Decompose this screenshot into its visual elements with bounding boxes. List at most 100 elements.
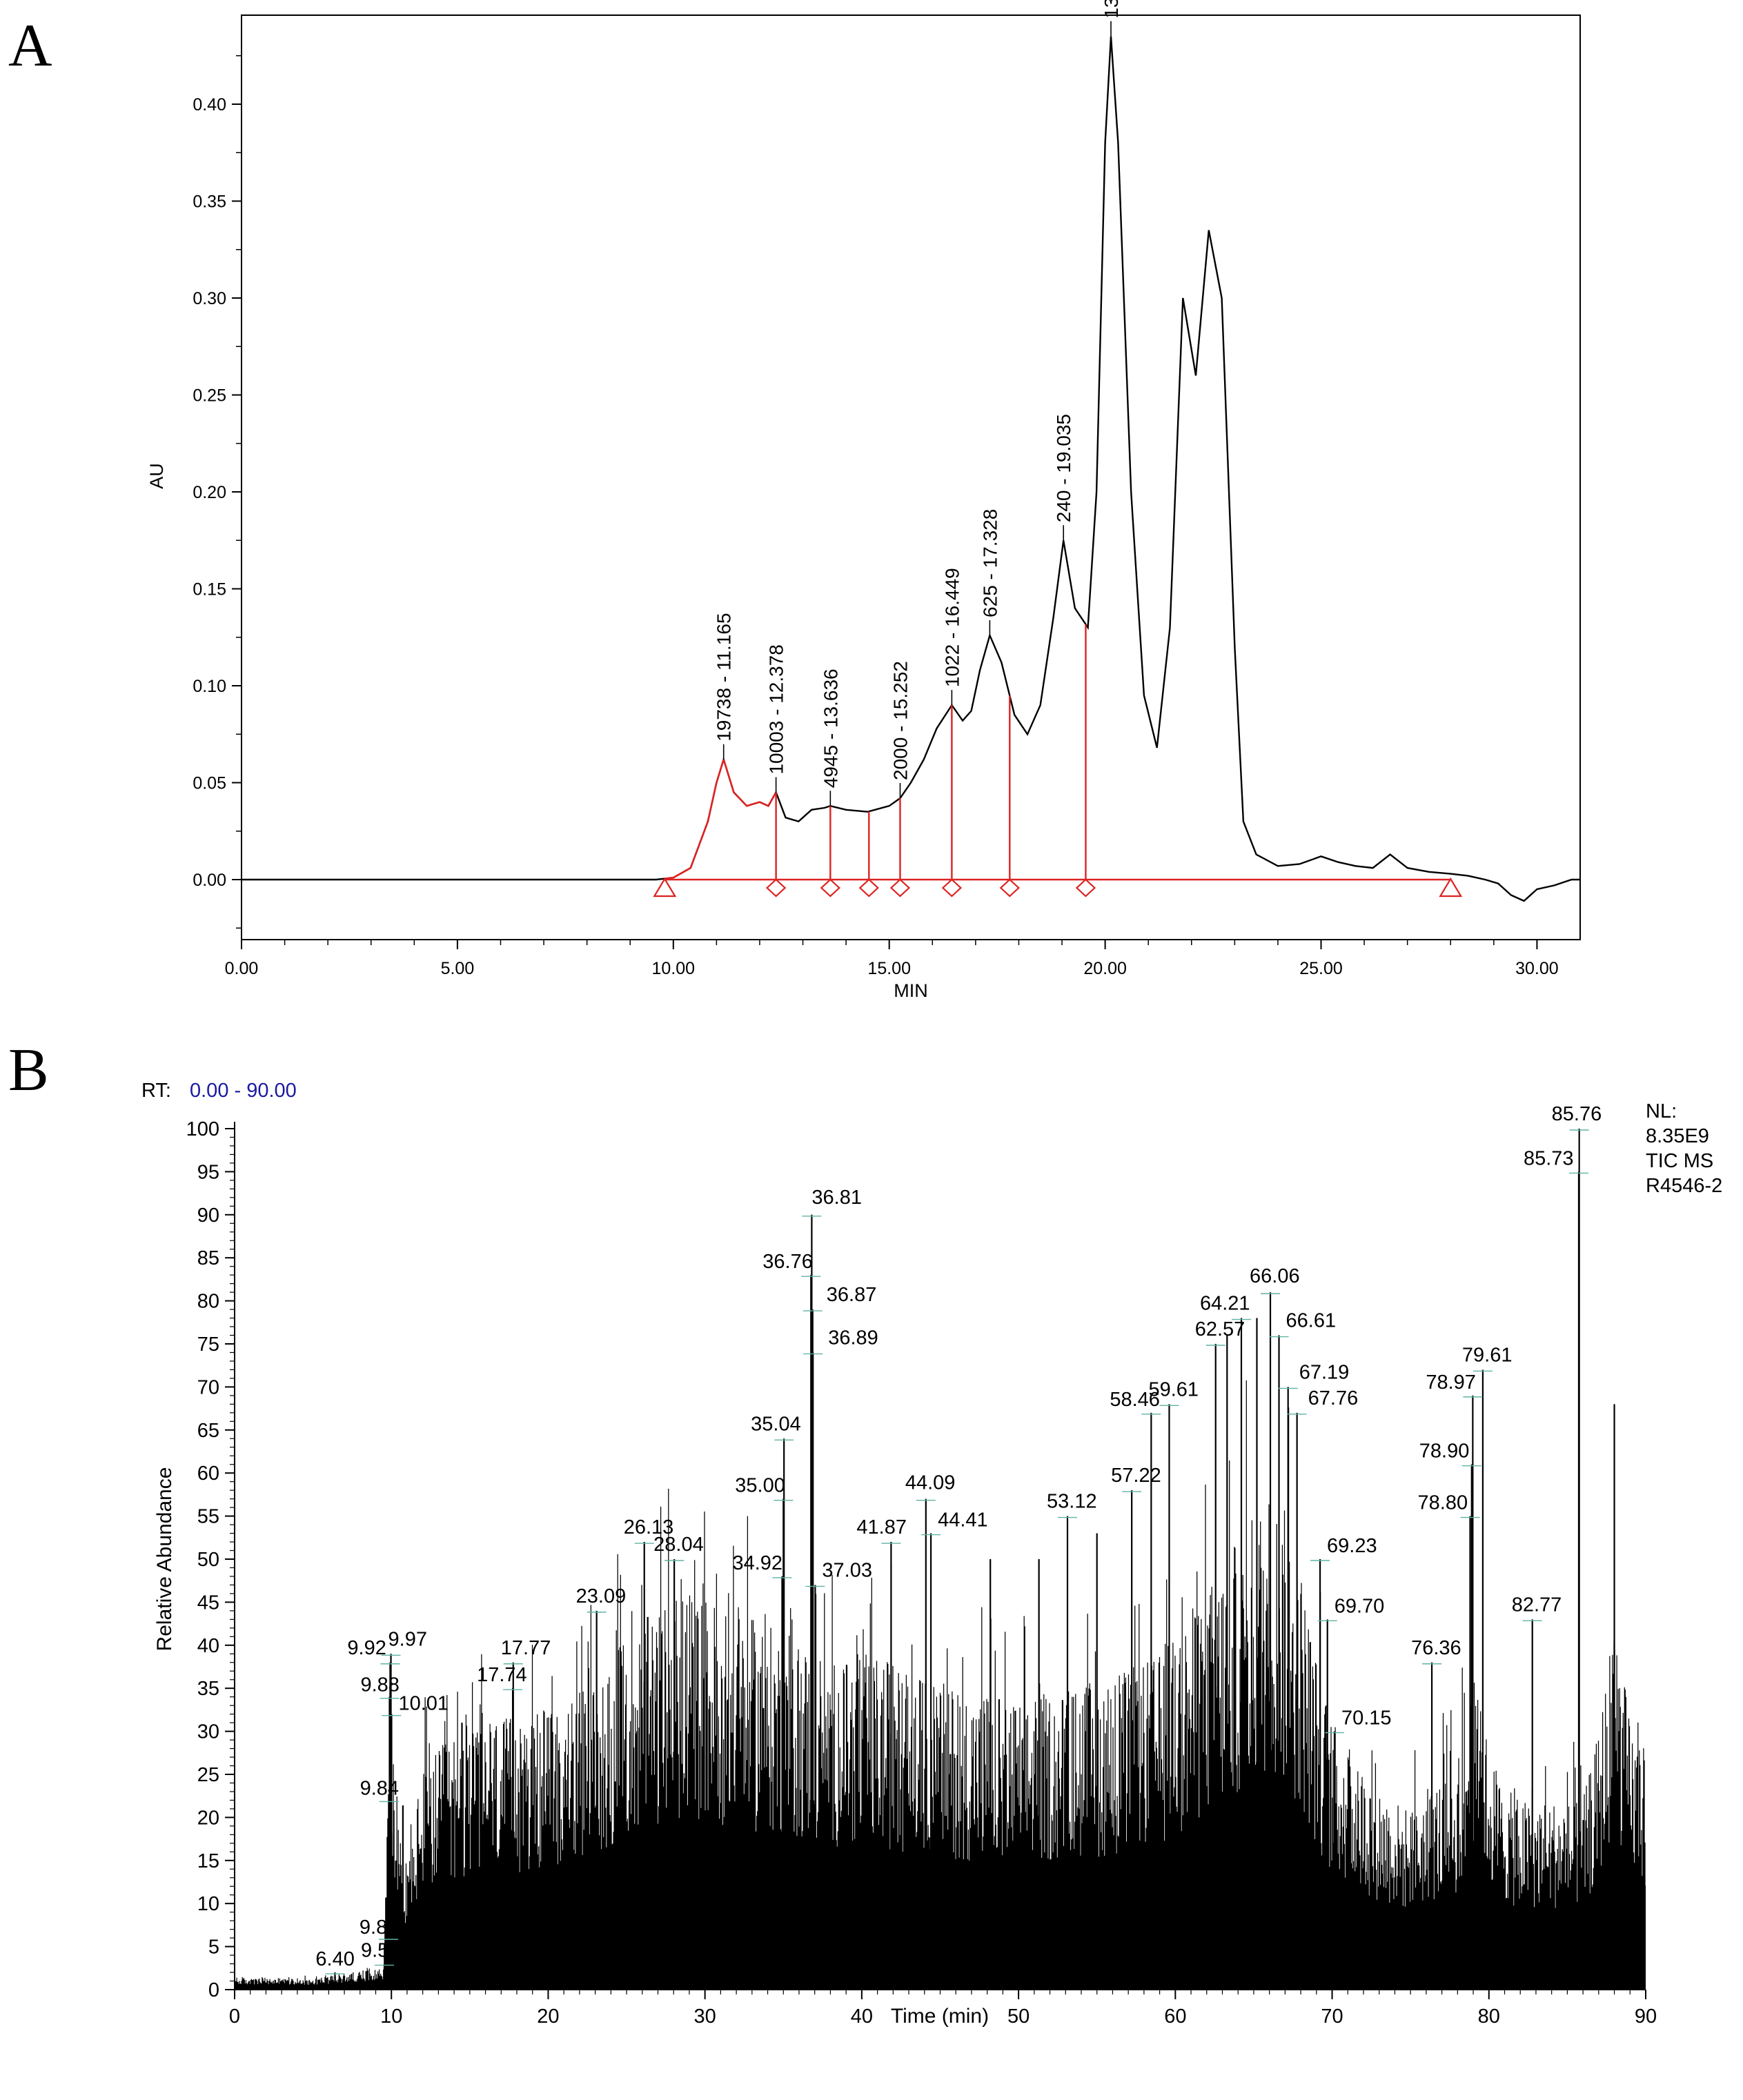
y-tick-label-b: 65 (197, 1420, 219, 1442)
panel-b-letter: B (8, 1037, 49, 1104)
peak-boundary-marker (999, 878, 1020, 898)
chart-a: 0.00 0.05 0.10 0.15 0.20 0.25 0.30 0.35 0.40 0.00… (146, 0, 1581, 1001)
x-tick-label-a: 0.00 (225, 959, 259, 978)
peak-label-b: 9.84 (360, 1777, 399, 1799)
peak-label: 10003 - 12.378 (766, 644, 787, 774)
x-tick-label-b: 10 (380, 2005, 402, 2028)
y-tick-label-b: 60 (197, 1463, 219, 1485)
y-tick-label-a: 0.00 (193, 871, 226, 890)
y-tick-label-b: 5 (208, 1936, 219, 1959)
y-axis-label-b: Relative Abundance (153, 1467, 176, 1652)
peak-label-b: 35.04 (751, 1413, 801, 1435)
peak-label-b: 67.19 (1299, 1361, 1350, 1383)
peak-boundary-marker (765, 878, 787, 898)
peak-label: 130 - 20.134 (1101, 0, 1122, 19)
peak-label-b: 36.81 (811, 1187, 862, 1209)
x-tick-label-b: 70 (1321, 2005, 1343, 2028)
y-tick-label-b: 0 (208, 1979, 219, 2001)
peak-label-b: 26.13 (624, 1516, 674, 1538)
peak-label-b: 76.36 (1411, 1637, 1461, 1659)
y-tick-label-b: 100 (186, 1118, 219, 1140)
peak-label: 4945 - 13.636 (820, 668, 841, 788)
peak-label: 1022 - 16.449 (941, 568, 963, 687)
peak-label-b: 58.46 (1110, 1389, 1160, 1411)
peak-boundary-marker (1075, 878, 1096, 898)
peak-label-b: 44.09 (905, 1472, 956, 1494)
y-tick-label-b: 30 (197, 1721, 219, 1743)
info-line: 8.35E9 (1646, 1125, 1709, 1147)
y-tick-label-a: 0.35 (193, 192, 226, 212)
peak-boundary-marker (941, 878, 963, 898)
peak-label-b: 36.87 (827, 1284, 877, 1306)
peak-label-b: 82.77 (1512, 1594, 1562, 1616)
x-tick-label-b: 40 (851, 2005, 873, 2028)
chart-b: RT: 0.00 - 90.00 NL: 8.35E9 TIC MS R4546-2 0 5 1… (141, 1080, 1722, 2028)
peak-label-b: 10.01 (398, 1693, 449, 1715)
y-tick-label-a: 0.20 (193, 483, 226, 502)
y-tick-label-a: 0.40 (193, 95, 226, 115)
peak-label-b: 59.61 (1148, 1378, 1199, 1400)
y-tick-label-a: 0.10 (193, 677, 226, 696)
peak-label-b: 23.09 (576, 1585, 627, 1607)
peak-label-b: 9.55 (361, 1940, 400, 1962)
x-tick-label-a: 25.00 (1299, 959, 1343, 978)
y-tick-label-b: 20 (197, 1807, 219, 1829)
y-tick-label-b: 70 (197, 1376, 219, 1398)
y-tick-label-a: 0.25 (193, 386, 226, 406)
peak-label-b: 64.21 (1200, 1293, 1250, 1315)
peak-label-b: 53.12 (1047, 1491, 1097, 1513)
peak-label-b: 69.70 (1335, 1595, 1385, 1617)
peak-label-b: 57.22 (1111, 1465, 1161, 1487)
y-tick-label-b: 35 (197, 1678, 219, 1700)
x-tick-label-a: 20.00 (1083, 959, 1127, 978)
y-tick-label-b: 50 (197, 1549, 219, 1571)
peak-label-b: 9.92 (347, 1637, 386, 1659)
y-tick-label-a: 0.15 (193, 580, 226, 600)
y-tick-label-b: 85 (197, 1247, 219, 1269)
x-tick-label-b: 30 (694, 2005, 716, 2028)
peak-label: 2000 - 15.252 (889, 661, 911, 780)
plot-frame-a (241, 14, 1581, 940)
x-tick-label-b: 60 (1164, 2005, 1186, 2028)
peak-label-b: 85.76 (1552, 1103, 1602, 1125)
y-tick-label-b: 95 (197, 1161, 219, 1183)
peak-label-b: 36.89 (828, 1327, 878, 1349)
x-tick-label-b: 80 (1478, 2005, 1500, 2028)
peak-label-b: 44.41 (938, 1509, 988, 1532)
peak-label-b: 17.74 (477, 1664, 527, 1686)
x-tick-label-b: 20 (537, 2005, 559, 2028)
peak-boundary-marker (858, 878, 879, 898)
y-tick-label-b: 45 (197, 1592, 219, 1614)
y-tick-label-b: 15 (197, 1850, 219, 1872)
peak-label-b: 69.23 (1327, 1535, 1377, 1557)
peak-label-b: 78.80 (1418, 1492, 1468, 1514)
y-tick-label-b: 40 (197, 1635, 219, 1657)
x-tick-label-b: 0 (229, 2005, 240, 2028)
x-tick-label-a: 10.00 (652, 959, 696, 978)
y-tick-label-b: 80 (197, 1291, 219, 1313)
peak-label-b: 78.90 (1419, 1440, 1470, 1463)
integration-endpoint-marker (653, 877, 677, 898)
peak-label-b: 35.00 (735, 1475, 785, 1497)
peak-label-b: 70.15 (1341, 1707, 1392, 1730)
y-tick-label-b: 25 (197, 1764, 219, 1786)
peak-label-b: 34.92 (732, 1552, 782, 1574)
x-tick-label-a: 15.00 (867, 959, 911, 978)
x-tick-label-a: 5.00 (441, 959, 475, 978)
peak-label-b: 85.73 (1524, 1147, 1574, 1169)
peak-label-b: 62.57 (1195, 1318, 1245, 1340)
rt-prefix: RT: (141, 1080, 171, 1102)
integrated-peak-trace (664, 757, 776, 880)
info-line: NL: (1646, 1100, 1677, 1122)
peak-label-b: 9.81 (360, 1916, 398, 1939)
y-tick-label-a: 0.05 (193, 774, 226, 793)
peak-label-b: 66.06 (1250, 1265, 1300, 1287)
peak-label-b: 9.97 (388, 1628, 427, 1650)
x-axis-label-a: MIN (894, 980, 928, 1001)
peak-label: 19738 - 11.165 (713, 613, 735, 741)
peak-label-b: 37.03 (822, 1559, 872, 1581)
y-tick-label-b: 55 (197, 1506, 219, 1528)
peak-label-b: 28.04 (653, 1534, 704, 1556)
peak-label-b: 17.77 (501, 1637, 551, 1659)
peak-label-b: 6.40 (315, 1948, 354, 1970)
